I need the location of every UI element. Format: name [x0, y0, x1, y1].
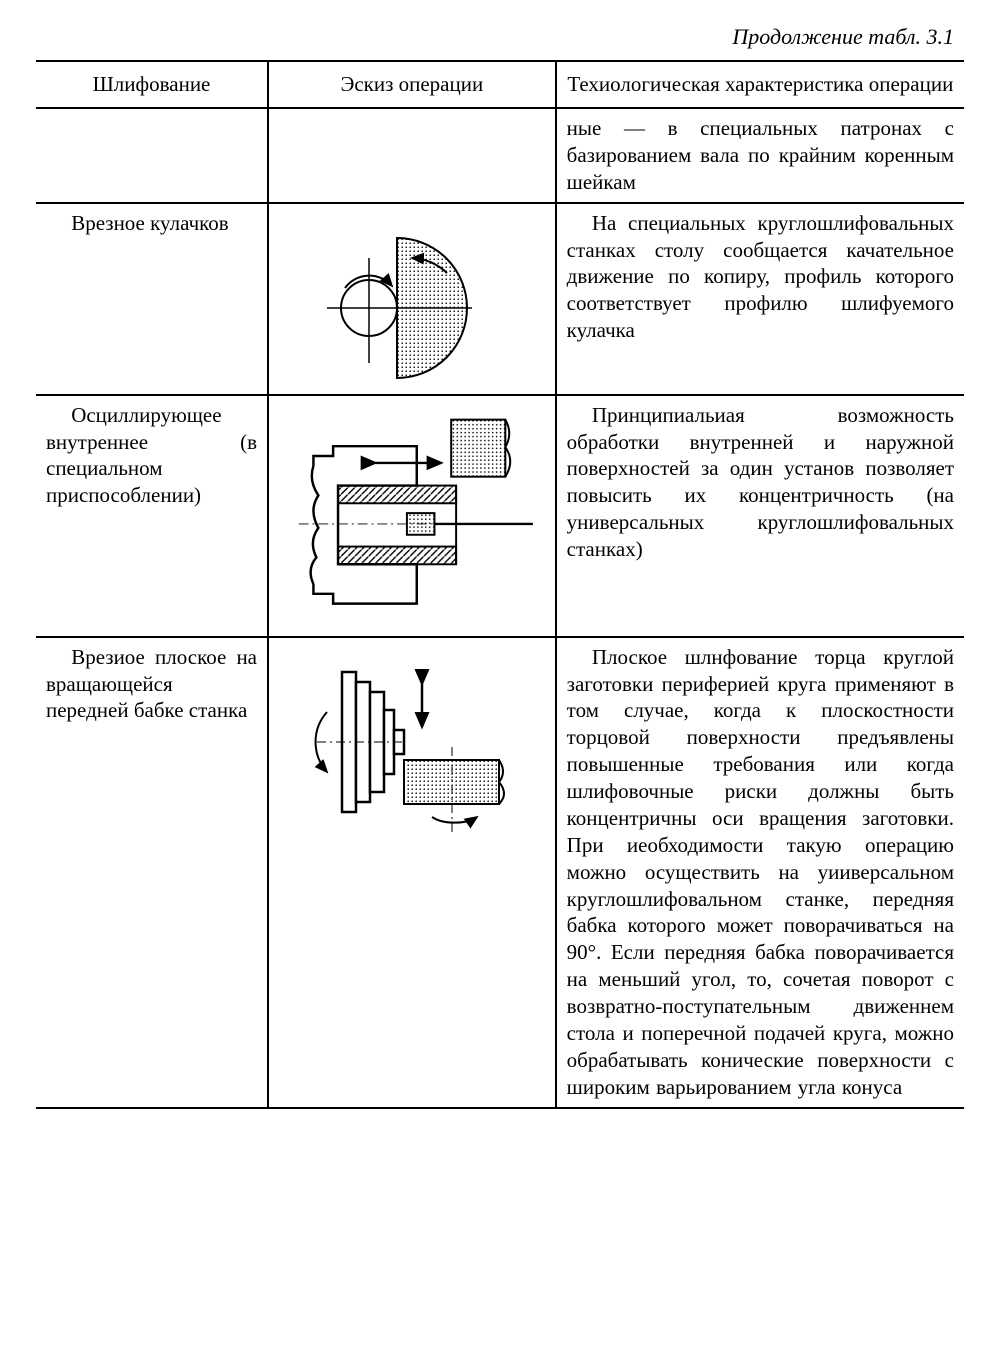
col-header-characteristic: Техиологическая характеристика операции: [556, 61, 964, 108]
label-text: Осциллирующее внутреннее (в специальном …: [46, 402, 257, 510]
operations-table: Шлифование Эскиз операции Техиологическа…: [36, 60, 964, 1109]
col-header-grinding: Шлифование: [36, 61, 268, 108]
table-row: Врезное кулачков: [36, 203, 964, 395]
label-text: Врезиое плоское на вращающейся передней …: [46, 644, 257, 725]
label-text: Врезное кулачков: [46, 210, 257, 237]
sketch-internal-oscillating: [279, 402, 545, 630]
cell-label: Врезное кулачков: [36, 203, 268, 395]
sketch-face-grinding: [279, 644, 545, 862]
table-continuation-caption: Продолжение табл. 3.1: [36, 24, 954, 50]
table-row: Осциллирующее внутреннее (в специальном …: [36, 395, 964, 637]
cell-description: Принципиальиая возможность обработки вну…: [556, 395, 964, 637]
cell-description: На специальных круглошлифовальных станка…: [556, 203, 964, 395]
table-row: Врезиое плоское на вращающейся передней …: [36, 637, 964, 1108]
cell-sketch: [268, 203, 556, 395]
cell-description: ные — в специальных патронах с базирован…: [556, 108, 964, 203]
cell-description: Плоское шлнфование торца круглой заготов…: [556, 637, 964, 1108]
description-text: Принципиальиая возможность обработки вну…: [567, 402, 954, 563]
cell-label: Врезиое плоское на вращающейся передней …: [36, 637, 268, 1108]
description-text: ные — в специальных патронах с базирован…: [567, 115, 954, 196]
document-page: Продолжение табл. 3.1 Шлифование Эскиз о…: [0, 0, 1000, 1361]
description-text: На специальных круглошлифовальных станка…: [567, 210, 954, 344]
table-row: ные — в специальных патронах с базирован…: [36, 108, 964, 203]
cell-label: [36, 108, 268, 203]
col-header-sketch: Эскиз операции: [268, 61, 556, 108]
cell-sketch: [268, 108, 556, 203]
cell-sketch: [268, 395, 556, 637]
table-header-row: Шлифование Эскиз операции Техиологическа…: [36, 61, 964, 108]
description-text: Плоское шлнфование торца круглой заготов…: [567, 644, 954, 1101]
cell-sketch: [268, 637, 556, 1108]
sketch-cam-grinding: [279, 210, 545, 388]
cell-label: Осциллирующее внутреннее (в специальном …: [36, 395, 268, 637]
